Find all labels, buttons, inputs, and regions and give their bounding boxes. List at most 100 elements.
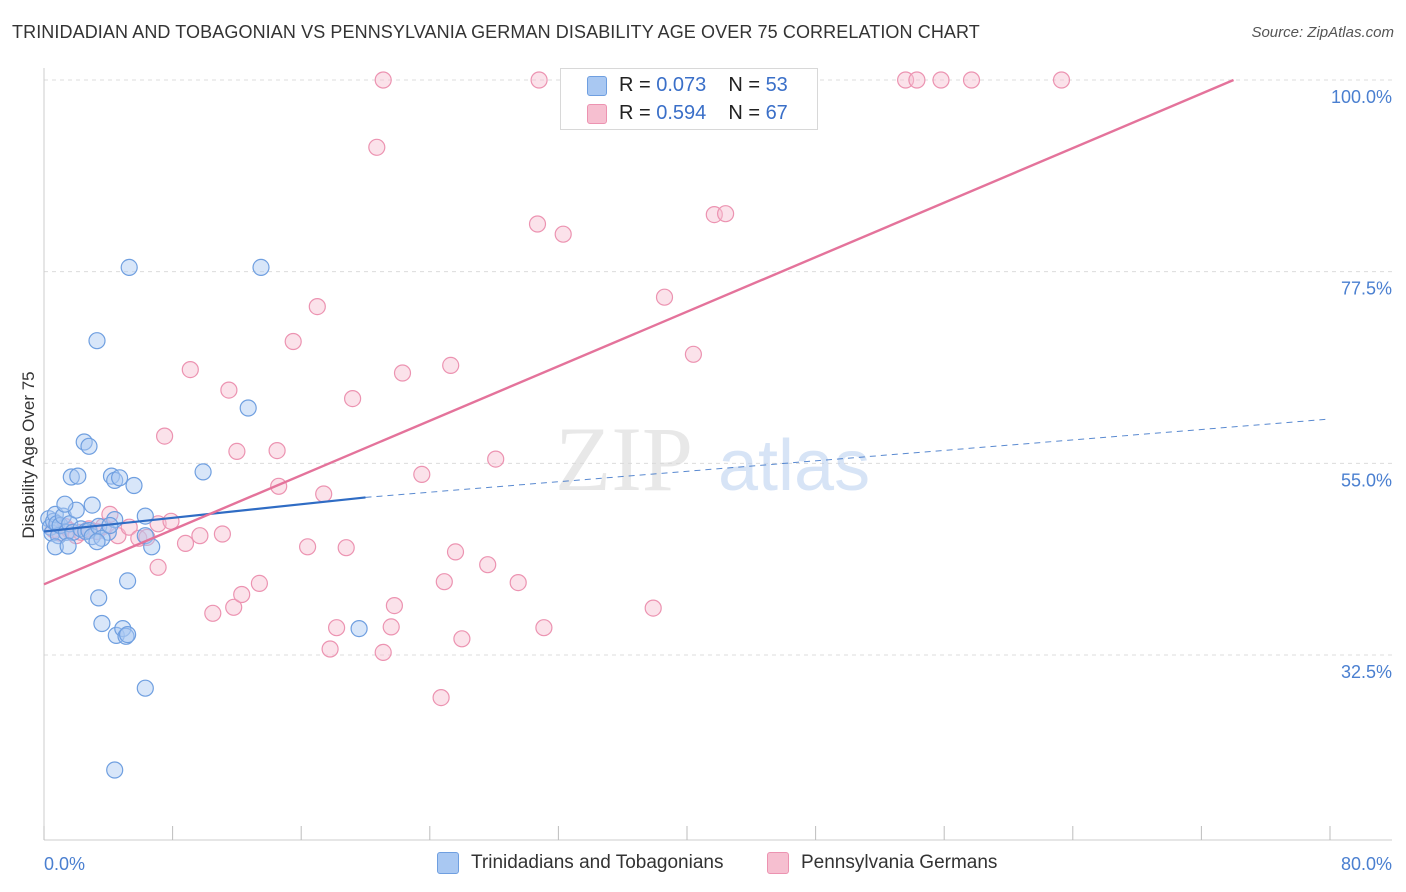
watermark-zip: ZIP — [555, 408, 693, 510]
y-tick-label: 100.0% — [1331, 87, 1392, 107]
point-pennsylvania-german — [684, 345, 703, 363]
point-pennsylvania-german — [374, 643, 392, 662]
point-pennsylvania-german — [908, 71, 926, 89]
point-trinidadian — [350, 619, 368, 638]
point-pennsylvania-german — [228, 442, 246, 460]
legend-label-trinidadians: Trinidadians and Tobagonians — [471, 852, 724, 873]
legend-swatch-pink — [587, 104, 607, 124]
y-tick-label: 77.5% — [1341, 279, 1392, 299]
point-trinidadian — [106, 761, 124, 779]
point-pennsylvania-german — [299, 538, 317, 556]
point-pennsylvania-german — [385, 596, 403, 615]
stats-legend: R = 0.073 N = 53 R = 0.594 N = 67 — [560, 68, 818, 130]
y-tick-label: 32.5% — [1341, 662, 1392, 682]
point-pennsylvania-german — [213, 525, 231, 543]
point-pennsylvania-german — [509, 573, 527, 592]
point-trinidadian — [83, 496, 101, 514]
legend-label-pennsylvania: Pennsylvania Germans — [801, 852, 998, 873]
n-label: N = — [728, 73, 760, 96]
point-trinidadian — [106, 471, 124, 489]
r-value-2: 0.594 — [656, 101, 707, 124]
point-pennsylvania-german — [344, 390, 362, 408]
point-pennsylvania-german — [442, 356, 460, 374]
legend-swatch-blue — [587, 76, 607, 96]
point-pennsylvania-german — [487, 450, 505, 468]
point-trinidadian — [125, 476, 143, 495]
trend-line-trinidadian — [43, 496, 366, 533]
point-pennsylvania-german — [644, 599, 662, 617]
point-trinidadian — [120, 258, 138, 276]
point-pennsylvania-german — [268, 442, 286, 460]
point-pennsylvania-german — [284, 332, 302, 351]
point-pennsylvania-german — [453, 630, 471, 648]
point-trinidadian — [46, 538, 64, 556]
n-value-1: 53 — [765, 73, 788, 96]
point-pennsylvania-german — [530, 71, 548, 89]
r-label: R = — [619, 101, 651, 124]
point-pennsylvania-german — [328, 619, 346, 637]
point-pennsylvania-german — [554, 225, 572, 243]
point-pennsylvania-german — [393, 364, 412, 382]
point-trinidadian — [239, 399, 257, 417]
point-pennsylvania-german — [962, 71, 981, 89]
n-value-2: 67 — [765, 101, 788, 124]
point-pennsylvania-german — [432, 688, 450, 707]
point-trinidadian — [69, 467, 87, 485]
point-pennsylvania-german — [308, 298, 326, 316]
point-pennsylvania-german — [932, 71, 950, 89]
point-trinidadian — [90, 589, 108, 607]
axis-labels: 32.5% 55.0% 77.5% 100.0% 0.0% 80.0% Disability… — [19, 87, 1392, 874]
point-pennsylvania-german — [374, 71, 392, 89]
point-pennsylvania-german — [655, 288, 674, 306]
point-trinidadian — [93, 614, 111, 633]
point-pennsylvania-german — [368, 138, 386, 156]
point-pennsylvania-german — [716, 205, 735, 223]
y-tick-label: 55.0% — [1341, 470, 1392, 490]
source-credit: Source: ZipAtlas.com — [1251, 24, 1394, 41]
point-pennsylvania-german — [149, 558, 167, 576]
point-pennsylvania-german — [321, 640, 339, 658]
point-pennsylvania-german — [382, 618, 400, 636]
x-tick-label-max: 80.0% — [1341, 854, 1392, 874]
watermark: ZIP atlas — [555, 408, 870, 510]
watermark-atlas: atlas — [718, 426, 870, 506]
chart-title: TRINIDADIAN AND TOBAGONIAN VS PENNSYLVAN… — [12, 22, 980, 42]
point-pennsylvania-german — [479, 556, 497, 574]
point-pennsylvania-german — [446, 543, 465, 561]
point-pennsylvania-german — [528, 215, 547, 233]
point-trinidadian — [56, 495, 74, 513]
point-trinidadian — [62, 468, 80, 486]
point-trinidadian — [194, 463, 212, 481]
point-pennsylvania-german — [233, 585, 251, 604]
point-trinidadian — [88, 533, 106, 551]
point-pennsylvania-german — [156, 427, 174, 445]
point-pennsylvania-german — [250, 574, 268, 593]
legend-swatch-pink — [767, 852, 789, 874]
point-trinidadian — [59, 537, 77, 555]
point-pennsylvania-german — [220, 381, 238, 399]
axes — [43, 68, 1392, 841]
legend-row-2: R = 0.594 N = 67 — [619, 101, 788, 125]
legend-item-pennsylvania: Pennsylvania Germans — [767, 852, 997, 874]
point-pennsylvania-german — [176, 534, 195, 553]
point-pennsylvania-german — [337, 539, 355, 557]
point-pennsylvania-german — [1052, 71, 1071, 89]
point-pennsylvania-german — [181, 361, 199, 379]
point-trinidadian — [136, 679, 154, 697]
point-pennsylvania-german — [413, 465, 431, 483]
n-label: N = — [728, 101, 760, 124]
point-pennsylvania-german — [191, 527, 209, 545]
trend-lines — [43, 78, 1331, 586]
legend-row-1: R = 0.073 N = 53 — [619, 73, 788, 97]
r-value-1: 0.073 — [656, 73, 707, 96]
point-pennsylvania-german — [435, 573, 453, 591]
point-trinidadian — [88, 332, 106, 350]
point-pennsylvania-german — [204, 604, 222, 622]
r-label: R = — [619, 73, 651, 96]
point-trinidadian — [118, 625, 137, 644]
point-trinidadian — [118, 572, 137, 590]
point-pennsylvania-german — [535, 619, 553, 637]
trend-line-trinidadian-extension — [365, 418, 1331, 498]
legend-swatch-blue — [437, 852, 459, 874]
